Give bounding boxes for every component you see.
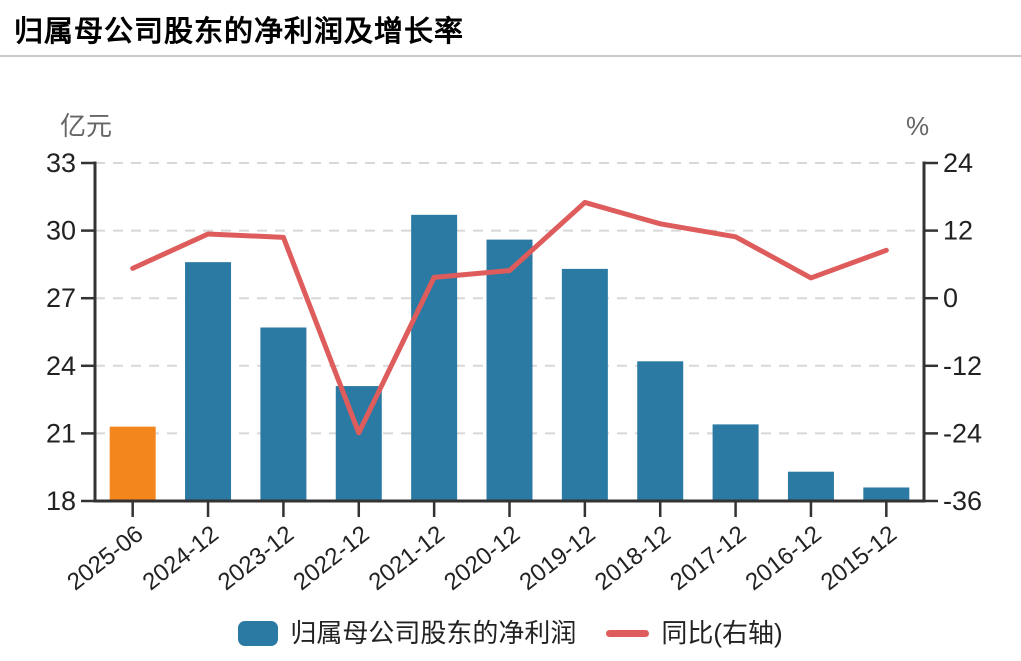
y2-axis-label-0: 0 xyxy=(943,283,958,313)
legend: 归属母公司股东的净利润 同比(右轴) xyxy=(0,620,1021,646)
x-axis-label-2015-12: 2015-12 xyxy=(816,520,902,596)
y2-axis-label-12: 12 xyxy=(943,216,973,246)
bar-2015-12[interactable] xyxy=(863,487,910,501)
bar-2016-12[interactable] xyxy=(787,471,834,501)
yoy-line[interactable] xyxy=(130,199,889,436)
legend-label-yoy: 同比(右轴) xyxy=(661,618,783,648)
y2-axis-label--12: -12 xyxy=(943,351,982,381)
legend-item-net-profit[interactable]: 归属母公司股东的净利润 xyxy=(238,620,576,646)
bar-2017-12[interactable] xyxy=(712,424,759,501)
bar-2024-12[interactable] xyxy=(185,262,232,501)
y2-axis-label-24: 24 xyxy=(943,148,973,178)
y-axis-label-33: 33 xyxy=(46,148,76,178)
bar-2019-12[interactable] xyxy=(561,268,608,501)
y-axis-label-27: 27 xyxy=(46,283,76,313)
right-axis-unit: % xyxy=(906,111,929,141)
legend-label-net-profit: 归属母公司股东的净利润 xyxy=(290,618,577,648)
x-axis-label-2016-12: 2016-12 xyxy=(741,520,827,596)
y-axis-label-24: 24 xyxy=(46,351,76,381)
header-divider xyxy=(0,55,1021,57)
bar-2023-12[interactable] xyxy=(260,327,307,501)
y2-axis-label--36: -36 xyxy=(943,486,982,516)
y-axis-label-21: 21 xyxy=(46,418,76,448)
x-axis-label-2024-12: 2024-12 xyxy=(138,520,224,596)
line-swatch xyxy=(606,629,650,637)
bar-2021-12[interactable] xyxy=(411,214,458,501)
bar-2018-12[interactable] xyxy=(637,361,684,501)
x-axis-label-2020-12: 2020-12 xyxy=(439,520,525,596)
y-axis-label-30: 30 xyxy=(46,216,76,246)
x-axis-label-2023-12: 2023-12 xyxy=(213,520,299,596)
x-axis-label-2021-12: 2021-12 xyxy=(364,520,450,596)
chart-title: 归属母公司股东的净利润及增长率 xyxy=(14,16,465,48)
x-axis-label-2022-12: 2022-12 xyxy=(288,520,374,596)
bar-2025-06[interactable] xyxy=(109,426,156,501)
left-axis-unit: 亿元 xyxy=(60,111,112,141)
y2-axis-label--24: -24 xyxy=(943,418,982,448)
bar-2020-12[interactable] xyxy=(486,239,533,501)
x-axis-label-2017-12: 2017-12 xyxy=(665,520,751,596)
legend-item-yoy[interactable]: 同比(右轴) xyxy=(606,618,783,648)
x-axis-label-2025-06: 2025-06 xyxy=(62,520,148,596)
bar-swatch xyxy=(238,620,279,646)
x-axis-label-2019-12: 2019-12 xyxy=(515,520,601,596)
x-axis-label-2018-12: 2018-12 xyxy=(590,520,676,596)
y-axis-label-18: 18 xyxy=(46,486,76,516)
